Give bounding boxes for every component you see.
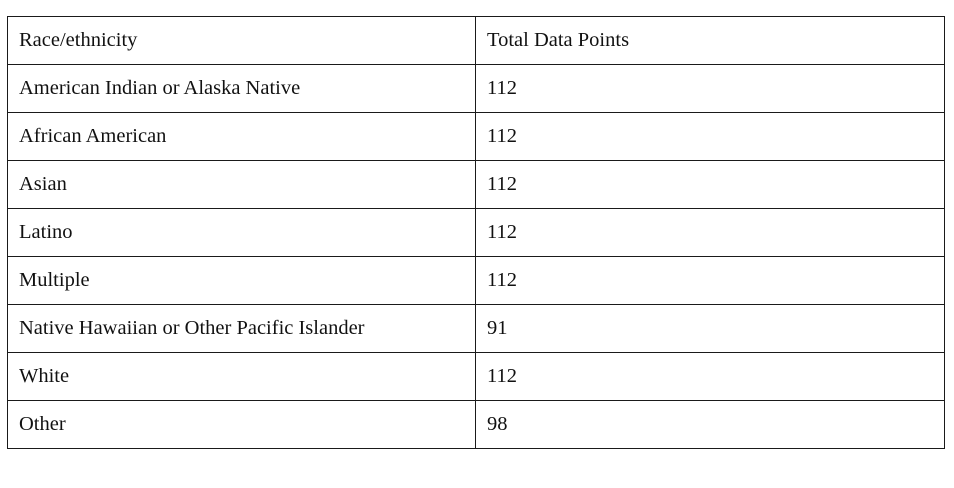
- race-ethnicity-cell: Other: [7, 400, 476, 449]
- total-data-points-cell: 112: [475, 256, 945, 305]
- column-header-race-ethnicity: Race/ethnicity: [7, 16, 476, 65]
- table-row: American Indian or Alaska Native 112: [7, 64, 945, 113]
- table-row: Latino 112: [7, 208, 945, 257]
- race-ethnicity-cell: Asian: [7, 160, 476, 209]
- race-ethnicity-cell: African American: [7, 112, 476, 161]
- total-data-points-cell: 112: [475, 160, 945, 209]
- total-data-points-cell: 91: [475, 304, 945, 353]
- total-data-points-cell: 112: [475, 352, 945, 401]
- table-row: White 112: [7, 352, 945, 401]
- table-row: African American 112: [7, 112, 945, 161]
- table-row: Native Hawaiian or Other Pacific Islande…: [7, 304, 945, 353]
- race-ethnicity-cell: Multiple: [7, 256, 476, 305]
- race-ethnicity-data-table: Race/ethnicity Total Data Points America…: [7, 16, 945, 449]
- total-data-points-cell: 112: [475, 64, 945, 113]
- race-ethnicity-cell: Latino: [7, 208, 476, 257]
- race-ethnicity-cell: Native Hawaiian or Other Pacific Islande…: [7, 304, 476, 353]
- total-data-points-cell: 98: [475, 400, 945, 449]
- table-header-row: Race/ethnicity Total Data Points: [7, 16, 945, 65]
- column-header-total-data-points: Total Data Points: [475, 16, 945, 65]
- table-row: Other 98: [7, 400, 945, 449]
- total-data-points-cell: 112: [475, 112, 945, 161]
- race-ethnicity-cell: White: [7, 352, 476, 401]
- table-row: Multiple 112: [7, 256, 945, 305]
- table-row: Asian 112: [7, 160, 945, 209]
- total-data-points-cell: 112: [475, 208, 945, 257]
- race-ethnicity-cell: American Indian or Alaska Native: [7, 64, 476, 113]
